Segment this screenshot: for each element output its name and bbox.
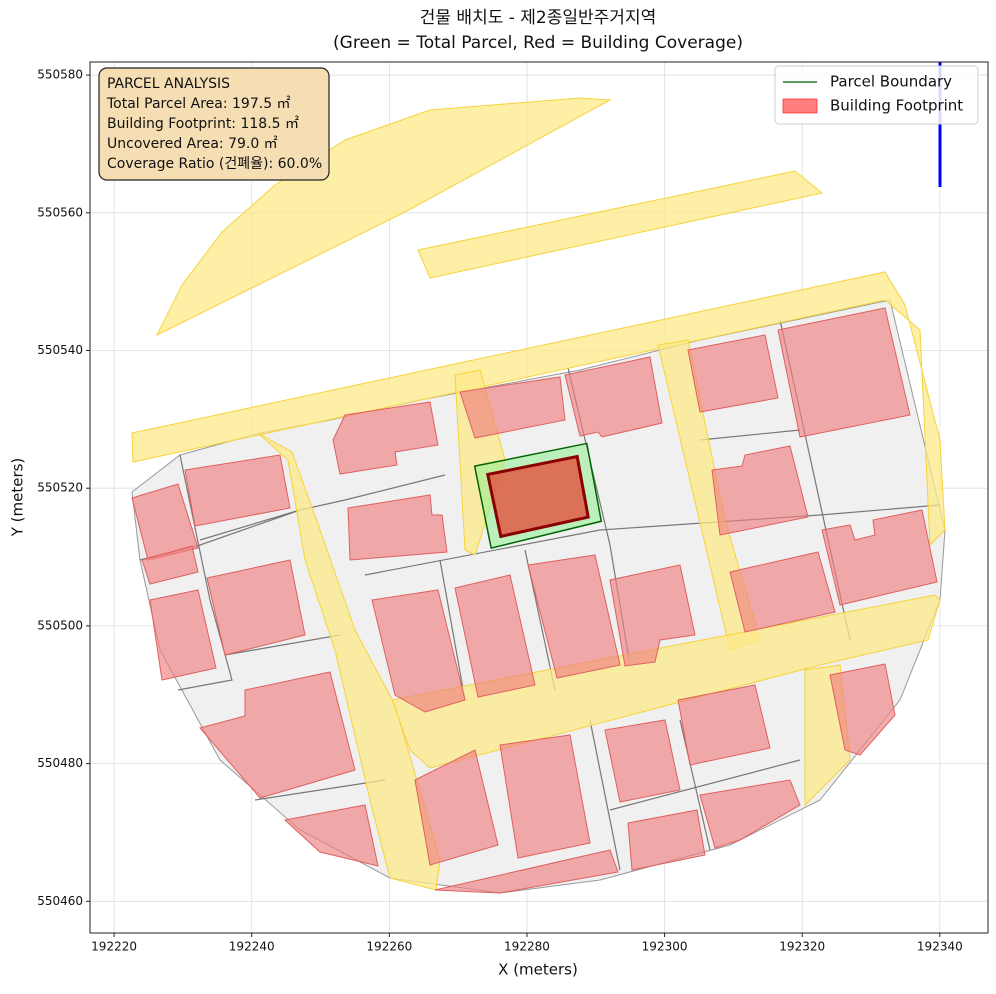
x-tick-label: 192260 [366,940,412,954]
y-tick-label: 550520 [37,481,83,495]
road [417,170,824,279]
building [283,804,379,867]
y-tick-label: 550560 [37,205,83,219]
x-tick-label: 192320 [779,940,825,954]
x-tick-label: 192340 [917,940,963,954]
legend-label: Building Footprint [830,97,963,115]
y-tick-label: 550460 [37,894,83,908]
y-tick-label: 550580 [37,68,83,82]
y-axis-label: Y (meters) [9,458,27,538]
building [604,719,681,803]
chart-subtitle: (Green = Total Parcel, Red = Building Co… [333,33,743,53]
building [711,445,809,536]
info-box [98,67,330,181]
road [155,97,612,337]
building [414,749,499,866]
building [206,559,306,656]
building [184,454,291,527]
building [199,671,356,799]
building [777,307,911,438]
building [564,356,663,438]
info-line: Total Parcel Area: 197.5 ㎡ [106,96,291,112]
x-tick-label: 192240 [229,940,275,954]
plot-frame [89,61,989,934]
building [434,849,619,894]
road [391,594,941,769]
chart-title: 건물 배치도 - 제2종일반주거지역 [420,8,656,28]
road [131,271,946,547]
y-tick-label: 550480 [37,756,83,770]
building [454,574,536,698]
building [821,509,938,606]
building [609,564,696,667]
x-tick-label: 192300 [642,940,688,954]
site-context [131,62,946,894]
legend [774,65,979,125]
building [141,545,199,585]
info-line: Building Footprint: 118.5 ㎡ [107,116,299,132]
building [499,734,591,859]
building [687,334,779,413]
building [677,684,771,766]
info-line: Uncovered Area: 79.0 ㎡ [107,136,278,152]
x-tick-label: 192280 [504,940,550,954]
building [527,554,621,679]
legend-label: Parcel Boundary [830,73,952,91]
info-title: PARCEL ANALYSIS [107,76,230,92]
building [332,401,439,475]
building [131,483,199,561]
info-line: Coverage Ratio (건폐율): 60.0% [107,156,322,172]
y-tick-label: 550540 [37,343,83,357]
x-tick-label: 192220 [91,940,137,954]
building [699,779,801,849]
building [729,551,836,633]
building [347,494,448,561]
building [149,589,217,681]
building [371,589,466,713]
building-footprint [485,454,590,539]
building [627,809,706,871]
y-tick-label: 550500 [37,618,83,632]
x-axis-label: X (meters) [498,961,578,979]
legend-swatch [782,98,818,114]
building [459,376,566,439]
building [829,663,896,756]
